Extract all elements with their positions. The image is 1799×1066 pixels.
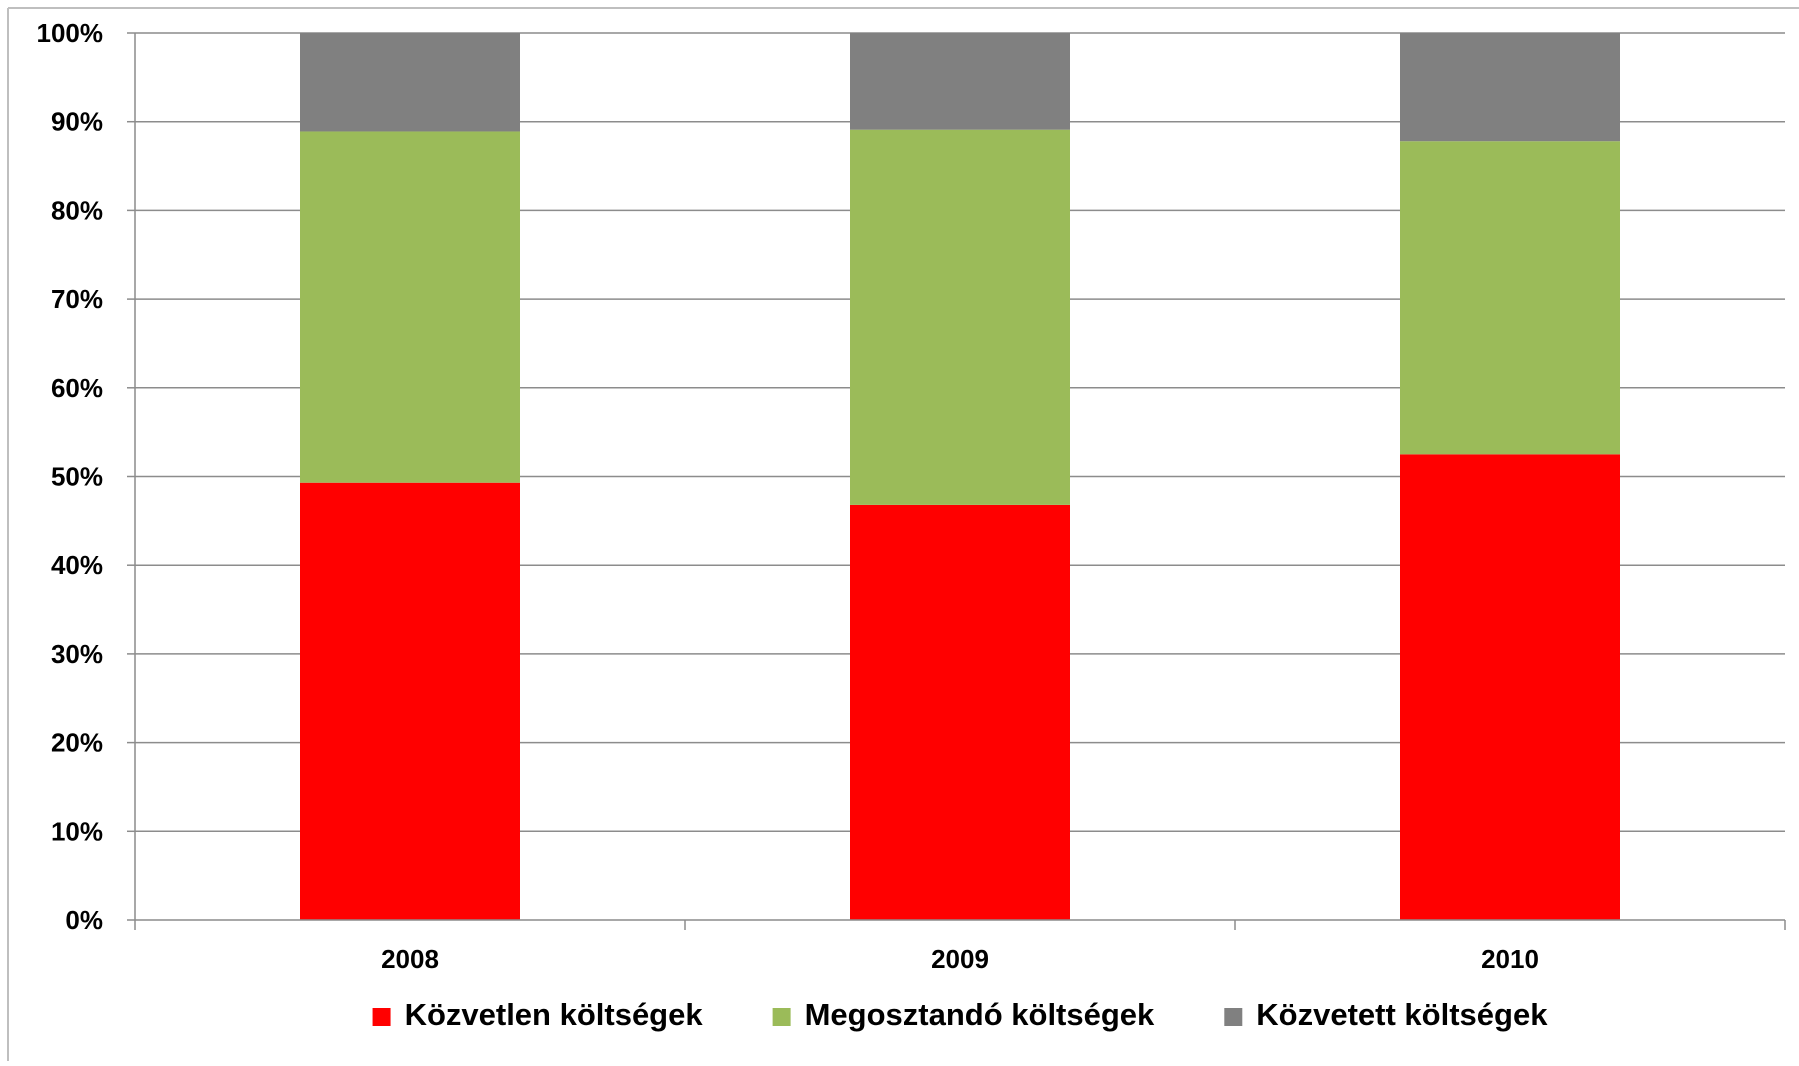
legend-label: Megosztandó költségek	[805, 997, 1155, 1032]
y-tick-label: 90%	[51, 107, 103, 137]
legend-swatch	[1224, 1008, 1243, 1026]
x-category-label: 2008	[381, 944, 439, 974]
bar-segment	[850, 129, 1070, 505]
legend: Közvetlen költségek Megosztandó költségek…	[372, 997, 1548, 1032]
bar-segment	[850, 33, 1070, 130]
y-tick-label: 70%	[51, 284, 103, 314]
x-category-label: 2010	[1481, 944, 1539, 974]
bar-segment	[300, 482, 520, 920]
y-tick-label: 40%	[51, 550, 103, 580]
bars	[300, 33, 1620, 920]
y-tick-label: 30%	[51, 639, 103, 669]
bar-segment	[850, 504, 1070, 920]
bar-segment	[300, 131, 520, 483]
x-category-label: 2009	[931, 944, 989, 974]
legend-label: Közvetett költségek	[1256, 997, 1548, 1032]
axes: 0% 10% 20% 30% 40% 50% 60% 70% 80% 90% 100% 2008 200…	[37, 18, 1786, 974]
legend-label: Közvetlen költségek	[405, 997, 704, 1032]
bar-segment	[1400, 141, 1620, 455]
legend-swatch	[772, 1008, 791, 1026]
y-tick-label: 50%	[51, 462, 103, 492]
legend-swatch	[372, 1008, 391, 1026]
y-tick-label: 10%	[51, 816, 103, 846]
bar-segment	[1400, 454, 1620, 920]
y-tick-label: 0%	[65, 905, 103, 935]
y-tick-label: 100%	[37, 18, 104, 48]
y-tick-label: 20%	[51, 728, 103, 758]
y-tick-label: 60%	[51, 373, 103, 403]
bar-segment	[300, 33, 520, 132]
bar-segment	[1400, 33, 1620, 142]
y-tick-label: 80%	[51, 195, 103, 225]
